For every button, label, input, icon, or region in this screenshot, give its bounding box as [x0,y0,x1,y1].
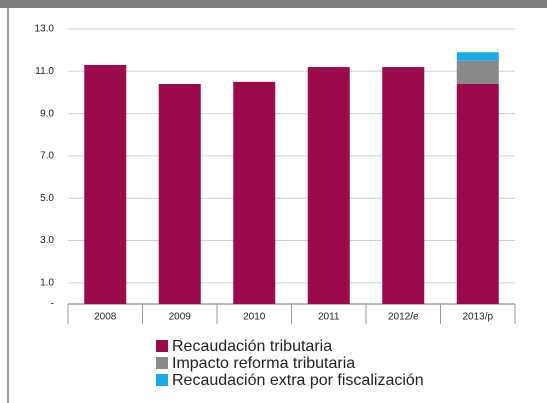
bar-segment [84,64,127,304]
y-tick-label: 3.0 [40,235,54,246]
x-tick-label: 2010 [243,312,266,323]
x-tick-label: 2013/p [462,312,493,323]
bar-segment [456,52,499,61]
y-tick-label: 9.0 [40,108,54,119]
y-tick-label: 11.0 [35,66,54,77]
left-border [7,8,9,403]
top-band [0,0,547,8]
bar-segment [158,84,201,304]
legend-label: Recaudación extra por fiscalización [172,372,424,389]
y-tick-label: 5.0 [40,193,54,204]
legend-label: Recaudación tributaria [172,338,332,355]
bar-segment [307,67,350,304]
legend-swatch [156,374,168,386]
legend-swatch [156,357,168,369]
x-tick-label: 2008 [94,312,117,323]
y-tick-label: 13.0 [35,24,55,35]
bar-segment [382,67,425,304]
bar-segment [233,81,276,304]
legend-swatch [156,340,168,352]
x-tick-label: 2009 [169,312,192,323]
x-tick-label: 2011 [318,312,340,323]
legend-label: Impacto reforma tributaria [172,355,355,372]
bar-segment [456,84,499,304]
y-tick-label: 7.0 [40,151,54,162]
y-tick-label: 1.0 [40,277,54,288]
bar-segment [456,60,499,84]
y-tick-label: - [51,299,54,310]
x-tick-label: 2012/e [388,312,419,323]
